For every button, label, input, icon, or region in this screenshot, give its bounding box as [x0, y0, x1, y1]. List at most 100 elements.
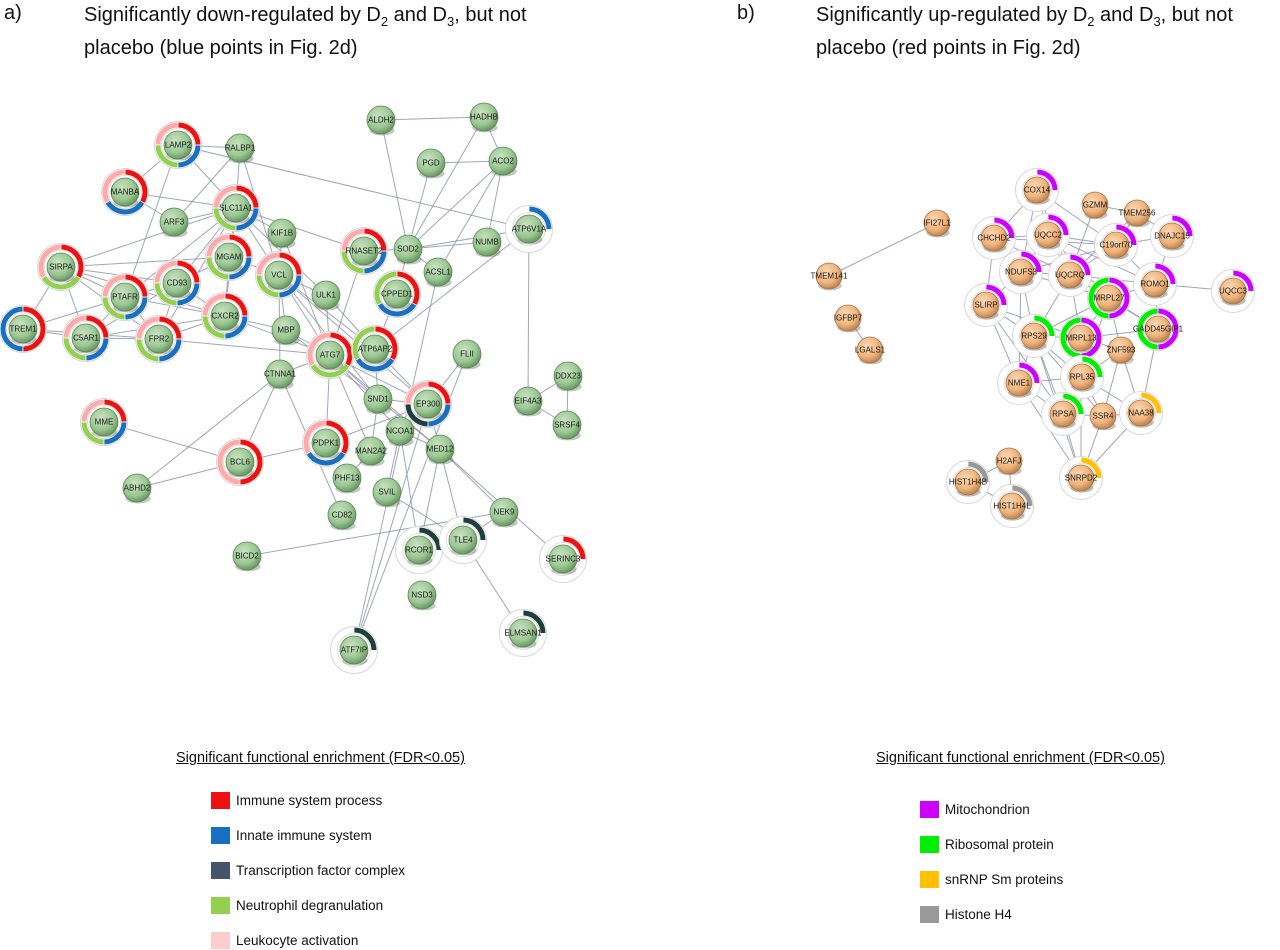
network-b-node-hist1h4l[interactable]: HIST1H4L — [990, 484, 1034, 528]
network-b-node-ssr4[interactable]: SSR4 — [1089, 402, 1117, 431]
network-a-node-fpr2[interactable]: FPR2 — [135, 315, 183, 363]
network-b-node-rps29[interactable]: RPS29 — [1012, 314, 1056, 358]
network-a-node-cpped1[interactable]: CPPED1 — [373, 270, 421, 318]
network-a-edge-ATF7IP-EP300 — [353, 403, 429, 651]
network-a-node-mme[interactable]: MME — [80, 398, 128, 446]
network-a-node-hadhb[interactable]: HADHB — [469, 102, 499, 133]
network-a-node-svil[interactable]: SVIL — [372, 477, 402, 508]
network-b-node-slirp[interactable]: SLIRP — [964, 283, 1008, 327]
network-b-node-mrpl27[interactable]: MRPL27 — [1087, 276, 1131, 320]
network-b-node-label: COX14 — [1024, 186, 1051, 195]
network-a-node-ddx23[interactable]: DDX23 — [553, 361, 583, 392]
network-b-node-label: SNRPD2 — [1065, 474, 1098, 483]
network-a-node-snd1[interactable]: SND1 — [363, 384, 393, 415]
network-b-node-snrpd2[interactable]: SNRPD2 — [1059, 456, 1103, 500]
network-a-node-manba[interactable]: MANBA — [101, 168, 149, 216]
network-b-node-znf593[interactable]: ZNF593 — [1107, 336, 1136, 365]
network-a-node-srsf4[interactable]: SRSF4 — [552, 410, 582, 441]
network-a-node-elmsan1[interactable]: ELMSAN1 — [499, 609, 547, 657]
network-b-node-gzmm[interactable]: GZMM — [1081, 191, 1109, 220]
network-a-node-mbp[interactable]: MBP — [271, 315, 301, 346]
network-b-node-tmem256[interactable]: TMEM256 — [1119, 199, 1156, 228]
network-a-node-flii[interactable]: FLII — [452, 339, 482, 370]
network-a-node-ralbp1[interactable]: RALBP1 — [225, 133, 256, 164]
network-b-node-ifi27l1[interactable]: IFI27L1 — [923, 209, 951, 238]
network-a-node-cxcr2[interactable]: CXCR2 — [201, 292, 249, 340]
network-a-node-bicd2[interactable]: BICD2 — [232, 541, 262, 572]
network-a-node-pdpk1[interactable]: PDPK1 — [302, 419, 350, 467]
network-a-node-arf3[interactable]: ARF3 — [159, 207, 189, 238]
network-b-node-label: IFI27L1 — [923, 219, 951, 228]
network-b-node-cox14[interactable]: COX14 — [1015, 168, 1059, 212]
network-a-node-serinc3[interactable]: SERINC3 — [539, 535, 587, 583]
panel-b-legend-label: snRNP Sm proteins — [945, 871, 1064, 887]
network-a-node-eif4a3[interactable]: EIF4A3 — [513, 386, 543, 417]
network-b-node-h2afj[interactable]: H2AFJ — [995, 447, 1023, 476]
network-a-node-bcl6[interactable]: BCL6 — [216, 438, 264, 486]
network-a-node-man2a2[interactable]: MAN2A2 — [355, 436, 388, 467]
panel-b-legend-swatch — [920, 870, 939, 888]
network-b-node-label: GADD45GIP1 — [1133, 325, 1184, 334]
network-a-node-label: SND1 — [367, 395, 389, 404]
network-a-node-label: ARF3 — [164, 218, 185, 227]
network-b-node-dnajc15[interactable]: DNAJC15 — [1150, 214, 1194, 258]
network-a-node-vcl[interactable]: VCL — [255, 251, 303, 299]
network-b-node-lgals1[interactable]: LGALS1 — [855, 336, 886, 365]
network-a-node-lamp2[interactable]: LAMP2 — [154, 121, 202, 169]
network-a-node-nek9[interactable]: NEK9 — [489, 497, 519, 528]
network-a-node-med12[interactable]: MED12 — [425, 434, 455, 465]
network-a-node-label: ACO2 — [492, 157, 514, 166]
network-b-node-romo1[interactable]: ROMO1 — [1133, 262, 1177, 306]
network-a-node-label: NCOA1 — [386, 427, 414, 436]
network-a-node-acsl1[interactable]: ACSL1 — [423, 257, 453, 288]
network-b-node-ndufs3[interactable]: NDUFS3 — [999, 250, 1043, 294]
network-a-node-c5ar1[interactable]: C5AR1 — [62, 314, 110, 362]
network-b-node-chchd2[interactable]: CHCHD2 — [972, 216, 1016, 260]
network-b-node-tmem141[interactable]: TMEM141 — [811, 262, 848, 291]
network-b-node-label: CHCHD2 — [977, 234, 1011, 243]
network-a-node-tle4[interactable]: TLE4 — [439, 516, 487, 564]
network-b-node-rpsa[interactable]: RPSA — [1041, 392, 1085, 436]
network-a-node-numb[interactable]: NUMB — [472, 227, 502, 258]
network-a-node-kif1b[interactable]: KIF1B — [267, 218, 297, 249]
network-a-node-phf13[interactable]: PHF13 — [332, 463, 362, 494]
network-a-node-trem1[interactable]: TREM1 — [0, 305, 47, 353]
network-a-node-atp6ap2[interactable]: ATP6AP2 — [351, 325, 399, 373]
network-a-node-rnaset2[interactable]: RNASET2 — [340, 227, 388, 275]
network-a-node-pgd[interactable]: PGD — [416, 148, 446, 179]
network-b-node-uqcc3[interactable]: UQCC3 — [1211, 269, 1255, 313]
network-b-node-hist1h4b[interactable]: HIST1H4B — [946, 460, 990, 504]
network-a-node-mgam[interactable]: MGAM — [205, 233, 253, 281]
network-b-node-igfbp7[interactable]: IGFBP7 — [834, 304, 863, 333]
network-a-node-ncoa1[interactable]: NCOA1 — [385, 416, 415, 447]
network-a-node-aco2[interactable]: ACO2 — [488, 146, 518, 177]
network-a-node-abhd2[interactable]: ABHD2 — [122, 473, 152, 504]
network-a-node-slc11a1[interactable]: SLC11A1 — [212, 184, 260, 232]
network-b-node-rpl35[interactable]: RPL35 — [1060, 355, 1104, 399]
network-a-node-ulk1[interactable]: ULK1 — [311, 280, 341, 311]
network-b-node-uqcrq[interactable]: UQCRQ — [1048, 253, 1092, 297]
network-a-node-atg7[interactable]: ATG7 — [306, 331, 354, 379]
network-b-node-gadd45gip1[interactable]: GADD45GIP1 — [1133, 307, 1184, 351]
network-a-node-sirpa[interactable]: SIRPA — [37, 243, 85, 291]
network-b-node-mrpl13[interactable]: MRPL13 — [1059, 316, 1103, 360]
network-a-node-atp6v1a[interactable]: ATP6V1A — [505, 205, 553, 253]
network-a-node-aldh2[interactable]: ALDH2 — [366, 105, 396, 136]
network-a-node-ctnna1[interactable]: CTNNA1 — [264, 359, 297, 390]
network-b-node-uqcc2[interactable]: UQCC2 — [1026, 213, 1070, 257]
network-a-node-sod2[interactable]: SOD2 — [393, 234, 423, 265]
network-a-node-rcor1[interactable]: RCOR1 — [395, 526, 443, 574]
network-a-node-ptafr[interactable]: PTAFR — [101, 273, 149, 321]
network-b-node-label: GZMM — [1083, 201, 1108, 210]
network-a-node-ep300[interactable]: EP300 — [404, 380, 452, 428]
network-a-node-label: PHF13 — [335, 474, 360, 483]
network-a-node-cd82[interactable]: CD82 — [327, 500, 357, 531]
network-a-node-atf7ip[interactable]: ATF7IP — [330, 626, 378, 674]
network-a-node-cd93[interactable]: CD93 — [153, 259, 201, 307]
panel-a-legend-swatch — [211, 791, 230, 809]
network-b-node-c19orf70[interactable]: C19orf70 — [1094, 223, 1138, 267]
network-a-node-nsd3[interactable]: NSD3 — [407, 580, 437, 611]
network-a-node-label: RCOR1 — [405, 546, 434, 555]
network-b-node-naa38[interactable]: NAA38 — [1119, 391, 1163, 435]
network-b-node-nme1[interactable]: NME1 — [997, 361, 1041, 405]
